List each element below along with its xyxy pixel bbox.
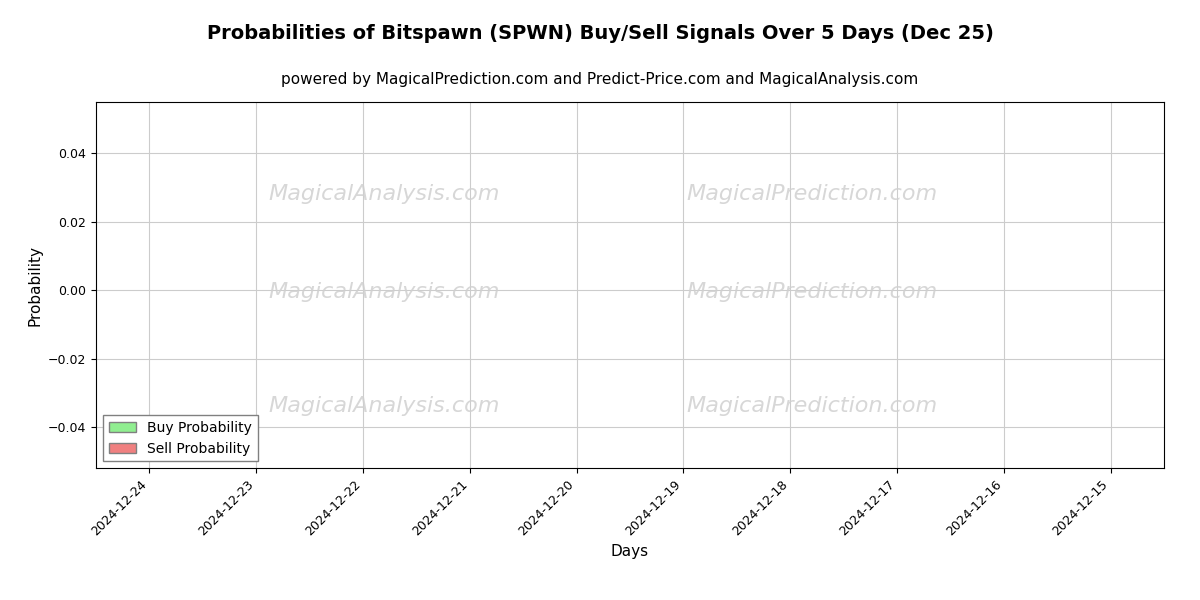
Text: powered by MagicalPrediction.com and Predict-Price.com and MagicalAnalysis.com: powered by MagicalPrediction.com and Pre… — [281, 72, 919, 87]
Text: MagicalPrediction.com: MagicalPrediction.com — [686, 396, 937, 416]
Text: MagicalAnalysis.com: MagicalAnalysis.com — [269, 396, 500, 416]
Text: MagicalPrediction.com: MagicalPrediction.com — [686, 184, 937, 203]
Legend: Buy Probability, Sell Probability: Buy Probability, Sell Probability — [103, 415, 258, 461]
Text: Probabilities of Bitspawn (SPWN) Buy/Sell Signals Over 5 Days (Dec 25): Probabilities of Bitspawn (SPWN) Buy/Sel… — [206, 24, 994, 43]
Y-axis label: Probability: Probability — [28, 245, 42, 325]
Text: MagicalAnalysis.com: MagicalAnalysis.com — [269, 283, 500, 302]
Text: MagicalAnalysis.com: MagicalAnalysis.com — [269, 184, 500, 203]
X-axis label: Days: Days — [611, 544, 649, 559]
Text: MagicalPrediction.com: MagicalPrediction.com — [686, 283, 937, 302]
